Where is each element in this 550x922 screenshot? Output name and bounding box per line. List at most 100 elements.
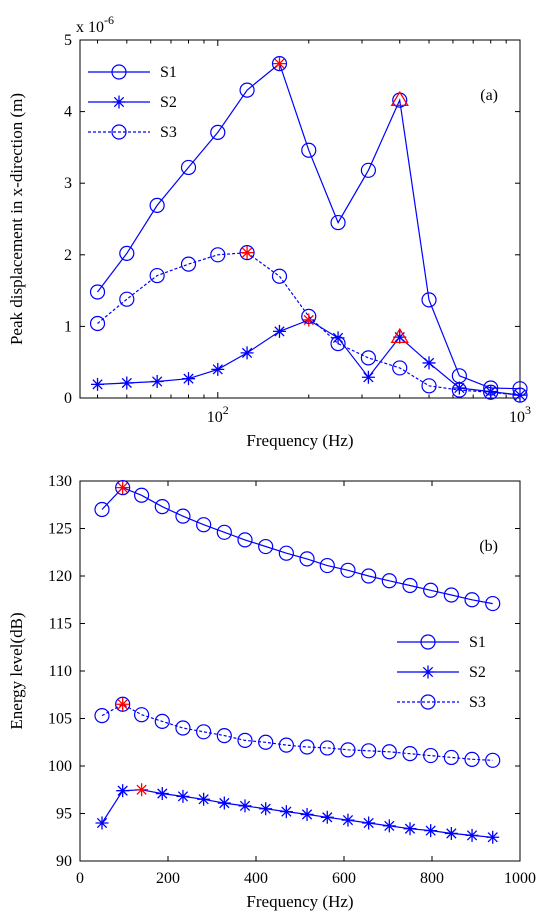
legend: S1 S2 S3 bbox=[397, 634, 486, 711]
y-tick-label: 115 bbox=[49, 616, 72, 633]
data-point bbox=[175, 720, 191, 736]
data-point bbox=[154, 499, 170, 515]
data-point bbox=[182, 372, 196, 386]
x-axis-label: Frequency (Hz) bbox=[246, 892, 353, 911]
highlight-point bbox=[240, 246, 254, 260]
legend-label: S1 bbox=[469, 634, 486, 651]
x-axis-label: Frequency (Hz) bbox=[246, 431, 353, 450]
data-point bbox=[115, 480, 131, 496]
data-point bbox=[360, 350, 376, 366]
legend-label: S3 bbox=[160, 124, 177, 141]
data-point bbox=[319, 740, 335, 756]
highlight-point bbox=[390, 327, 409, 343]
x-tick-label: 103 bbox=[509, 403, 531, 426]
data-point bbox=[176, 789, 190, 803]
x-tick-label: 600 bbox=[332, 870, 356, 887]
data-point bbox=[421, 378, 437, 394]
data-point bbox=[217, 796, 231, 810]
series-line bbox=[97, 62, 521, 390]
x-tick-label: 0 bbox=[76, 870, 84, 887]
y-tick-label: 1 bbox=[64, 318, 72, 335]
data-point bbox=[513, 388, 527, 402]
data-point bbox=[443, 749, 459, 766]
data-point bbox=[237, 732, 253, 748]
legend-marker bbox=[421, 665, 435, 679]
data-point bbox=[301, 308, 317, 324]
legend-label: S2 bbox=[469, 664, 486, 681]
data-point bbox=[484, 385, 498, 399]
data-point bbox=[301, 142, 317, 158]
x-tick-label: 102 bbox=[207, 403, 229, 426]
y-tick-label: 3 bbox=[64, 175, 72, 192]
highlight-point bbox=[116, 481, 130, 495]
series-line bbox=[101, 486, 493, 605]
data-point bbox=[361, 568, 377, 584]
x-tick-label: 400 bbox=[244, 870, 268, 887]
data-point bbox=[155, 787, 169, 801]
series-line bbox=[97, 252, 521, 396]
highlight-point bbox=[390, 90, 409, 106]
data-point bbox=[279, 805, 293, 819]
data-point bbox=[89, 284, 106, 300]
data-point bbox=[465, 828, 479, 842]
data-point bbox=[115, 696, 131, 712]
data-point bbox=[210, 124, 226, 140]
data-point bbox=[483, 384, 499, 400]
y-tick-label: 125 bbox=[48, 521, 72, 538]
y-tick-label: 100 bbox=[48, 758, 72, 775]
data-point bbox=[341, 813, 355, 827]
data-point bbox=[216, 727, 232, 744]
data-point bbox=[175, 508, 191, 524]
data-point bbox=[180, 256, 197, 272]
plot-area-frame bbox=[79, 480, 521, 862]
series-line bbox=[101, 703, 493, 761]
data-point bbox=[259, 802, 273, 816]
y-tick-label: 120 bbox=[48, 568, 72, 585]
legend-marker bbox=[111, 64, 127, 80]
data-point bbox=[240, 346, 254, 360]
data-point bbox=[300, 807, 314, 821]
data-point bbox=[237, 532, 253, 548]
y-multiplier-label: x 10-6 bbox=[76, 13, 114, 36]
data-point bbox=[91, 377, 105, 391]
data-point bbox=[485, 752, 501, 768]
data-point bbox=[360, 162, 376, 178]
y-tick-label: 2 bbox=[64, 247, 72, 264]
y-tick-label: 90 bbox=[56, 853, 72, 870]
data-point bbox=[95, 816, 109, 830]
data-point bbox=[154, 713, 170, 729]
highlight-point bbox=[272, 57, 286, 71]
chart-panel-2: 90 95 100 105 110 115 120 125 130 0 200 400 600 800 10… bbox=[7, 473, 536, 911]
data-point bbox=[180, 159, 197, 176]
data-point bbox=[299, 551, 315, 567]
data-point bbox=[512, 387, 528, 403]
x-tick-label: 1000 bbox=[504, 870, 536, 887]
data-point bbox=[210, 247, 226, 263]
data-point bbox=[197, 792, 211, 806]
data-point bbox=[278, 545, 294, 561]
data-point bbox=[451, 382, 467, 398]
data-point bbox=[402, 577, 418, 594]
series-S2 bbox=[95, 783, 500, 844]
data-point bbox=[403, 822, 417, 836]
data-point bbox=[421, 292, 437, 308]
data-point bbox=[119, 245, 135, 261]
data-point bbox=[381, 573, 397, 589]
highlight-point bbox=[302, 313, 316, 327]
chart-panel-1: 0 1 2 3 4 5 102 103 Frequency (Hz) Peak displacem… bbox=[7, 13, 531, 450]
series-S3 bbox=[89, 245, 528, 403]
data-point bbox=[464, 592, 480, 608]
legend-marker bbox=[420, 634, 436, 650]
y-tick-label: 5 bbox=[64, 32, 72, 49]
data-point bbox=[89, 315, 106, 332]
data-point bbox=[319, 557, 335, 574]
y-tick-label: 130 bbox=[48, 473, 72, 490]
data-point bbox=[258, 734, 274, 750]
data-point bbox=[216, 524, 232, 540]
data-point bbox=[340, 562, 356, 578]
data-point bbox=[452, 381, 466, 395]
data-point bbox=[258, 538, 274, 555]
data-point bbox=[196, 724, 212, 740]
y-tick-label: 110 bbox=[49, 663, 72, 680]
